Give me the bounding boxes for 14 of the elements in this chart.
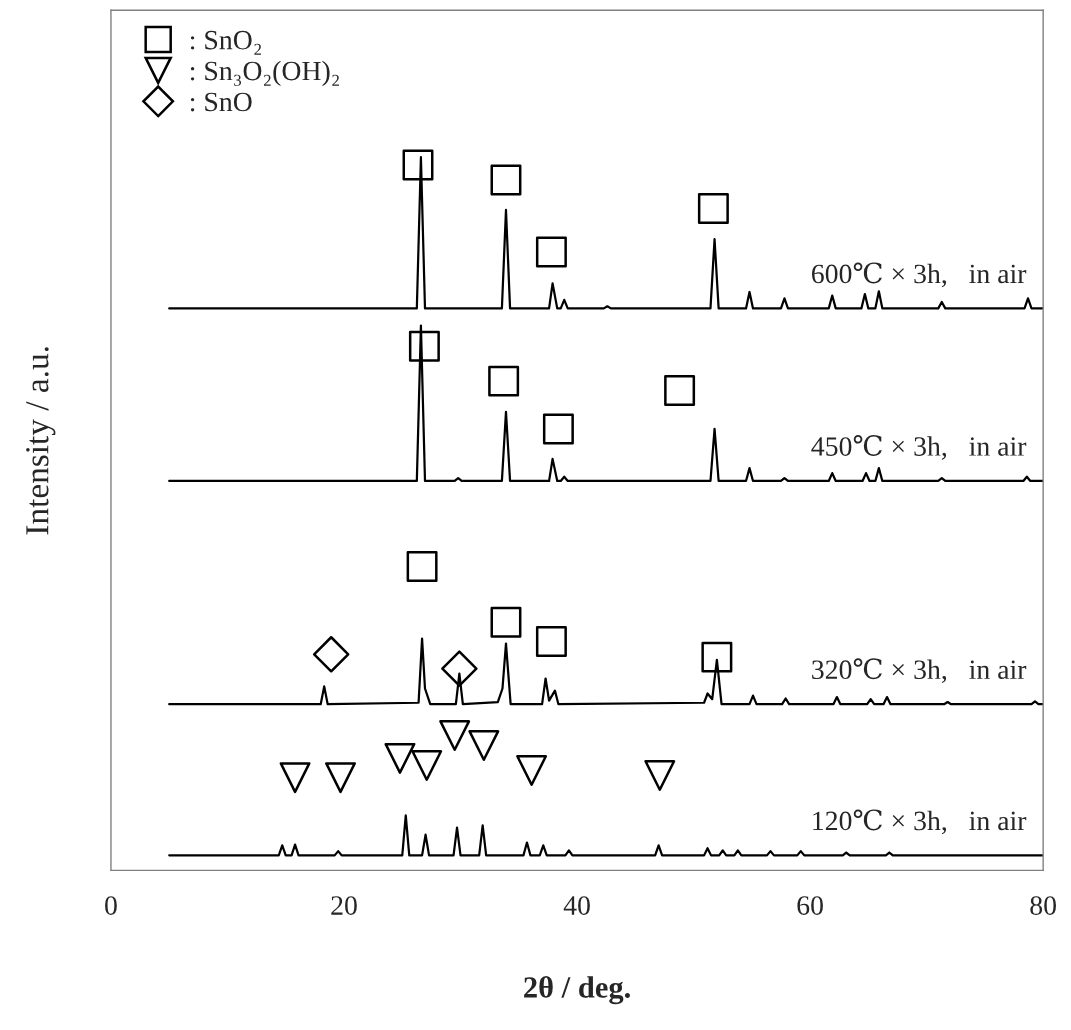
legend-label: : SnO₂: [190, 30, 261, 55]
x-tick-label: 60: [797, 896, 823, 915]
series-label: 320℃ × 3h, in air: [812, 658, 1027, 684]
x-axis-title: 2θ / deg.: [524, 976, 630, 1005]
legend-label: : SnO: [190, 92, 252, 112]
x-tick-label: 80: [1030, 896, 1056, 915]
x-tick-label: 40: [563, 896, 590, 915]
y-axis-title: Intensity / a.u.: [26, 347, 56, 535]
series-label: 450℃ × 3h, in air: [811, 435, 1027, 460]
legend-label: : Sn₃O₂(OH)₂: [190, 60, 339, 87]
x-tick-label: 0: [105, 896, 117, 915]
x-tick-label: 20: [331, 896, 357, 915]
series-label: 600℃ × 3h, in air: [811, 262, 1027, 288]
series-label: 120℃ × 3h, in air: [813, 809, 1027, 835]
